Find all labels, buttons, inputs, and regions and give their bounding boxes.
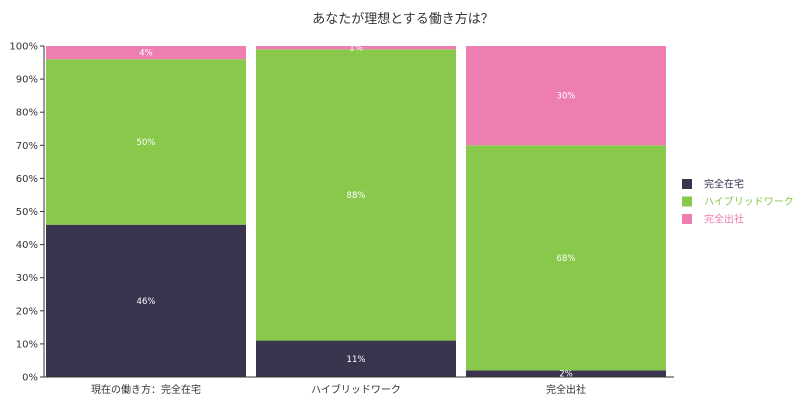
y-tick-label: 100% (9, 42, 38, 53)
y-tick-label: 10% (16, 339, 38, 350)
x-tick-label: 現在の働き方：完全在宅 (91, 383, 201, 396)
legend-swatch[interactable] (682, 214, 692, 224)
bar-data-label: 88% (347, 191, 366, 201)
legend-label[interactable]: 完全在宅 (704, 178, 744, 191)
bar-labels-layer: 46% 50% 4% 11% 88% 1% 2% 68% 30% (137, 44, 576, 380)
legend-swatch[interactable] (682, 179, 692, 189)
bar-data-label: 30% (557, 92, 576, 102)
bar-segment (466, 145, 666, 371)
legend-label[interactable]: ハイブリッドワーク (704, 195, 794, 208)
x-tick-label: 完全出社 (546, 383, 586, 396)
bar-data-label: 11% (347, 355, 366, 365)
bar-data-label: 68% (557, 254, 576, 264)
y-tick-label: 30% (16, 273, 38, 284)
y-tick-label: 90% (16, 75, 38, 86)
bar-data-label: 50% (137, 138, 156, 148)
bar-segment (256, 49, 456, 341)
y-axis: 0% 10% 20% 30% 40% 50% 60% 70% 80% 90% 100% (9, 42, 45, 384)
bars-layer (46, 46, 666, 377)
bar-data-label: 1% (349, 44, 363, 54)
bar-segment (256, 46, 456, 50)
legend-swatch[interactable] (682, 196, 692, 207)
bar-segment (46, 59, 246, 225)
bar-data-label: 4% (139, 49, 153, 59)
y-tick-label: 80% (16, 108, 38, 119)
chart-title: あなたが理想とする働き方は？ (312, 11, 494, 27)
bar-segment (466, 46, 666, 146)
x-axis: 現在の働き方：完全在宅 ハイブリッドワーク 完全出社 (44, 376, 674, 396)
y-tick-label: 60% (16, 174, 38, 185)
bar-data-label: 2% (559, 370, 573, 380)
x-tick-label: ハイブリッドワーク (311, 383, 401, 396)
y-tick-label: 40% (16, 240, 38, 251)
y-tick-label: 0% (22, 373, 38, 384)
y-tick-label: 50% (16, 207, 38, 218)
bar-segment (46, 224, 246, 377)
bar-data-label: 46% (137, 297, 156, 307)
bar-segment (46, 46, 246, 60)
bar-segment (256, 340, 456, 377)
y-tick-label: 70% (16, 141, 38, 152)
y-tick-label: 20% (16, 306, 38, 317)
bar-segment (466, 370, 666, 377)
legend-label[interactable]: 完全出社 (704, 213, 744, 226)
